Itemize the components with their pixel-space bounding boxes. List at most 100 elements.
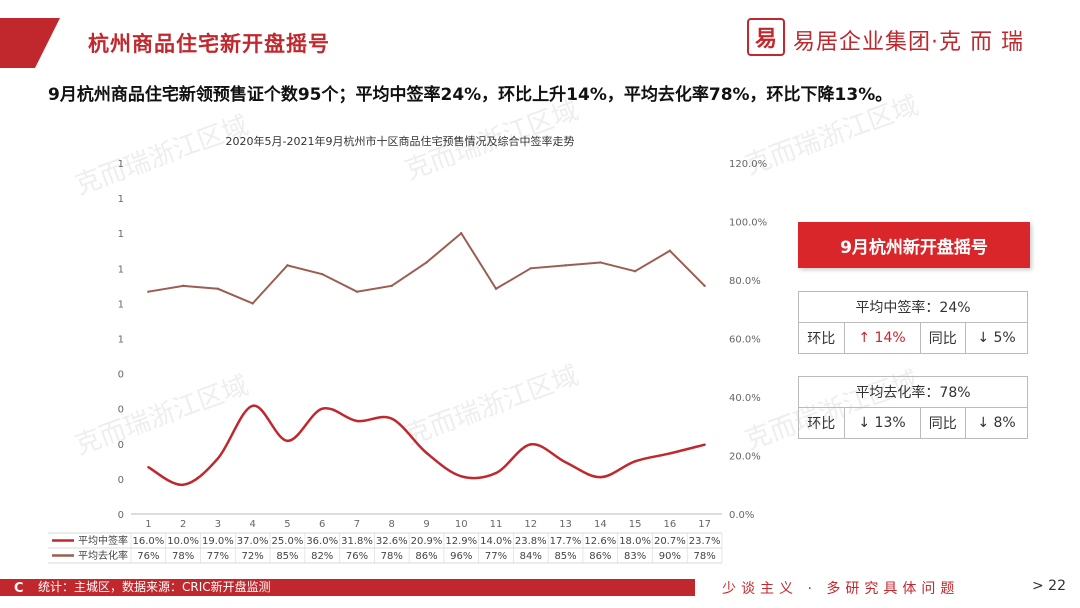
data-point <box>668 452 672 455</box>
x-tick-label: 8 <box>389 519 395 530</box>
data-point <box>564 264 567 267</box>
mom-value: ↑ 14% <box>843 322 921 354</box>
footer-band <box>0 579 695 596</box>
data-point <box>703 443 706 446</box>
footer-logo: C <box>14 581 24 596</box>
data-label: 77% <box>207 551 229 562</box>
x-tick-label: 6 <box>319 519 325 530</box>
y-left-tick-label: 1 <box>118 335 124 346</box>
mom-label: 环比 <box>798 407 845 439</box>
y-left-tick-label: 1 <box>118 299 124 310</box>
data-point <box>599 475 602 479</box>
y-left-tick-label: 0 <box>118 440 124 451</box>
company-logo-icon: 易 <box>747 18 785 56</box>
data-label: 20.9% <box>411 536 443 547</box>
y-right-tick-label: 40.0% <box>729 393 761 404</box>
data-point <box>355 419 359 423</box>
data-label: 84% <box>520 551 542 562</box>
legend-label: 平均中签率 <box>78 534 128 547</box>
x-tick-label: 5 <box>284 519 290 530</box>
data-point <box>251 404 254 407</box>
data-point <box>425 261 428 264</box>
data-label: 90% <box>659 551 681 562</box>
y-left-tick-label: 1 <box>118 229 124 240</box>
data-point <box>321 272 324 276</box>
y-right-tick-label: 100.0% <box>729 218 767 229</box>
data-point <box>460 475 463 478</box>
x-tick-label: 7 <box>354 519 360 530</box>
data-point <box>633 270 637 273</box>
header-accent-bar <box>0 18 60 68</box>
mom-value: ↓ 13% <box>843 407 921 439</box>
data-point <box>460 232 463 235</box>
x-tick-label: 10 <box>455 519 468 530</box>
data-label: 76% <box>137 551 159 562</box>
data-label: 19.0% <box>202 536 234 547</box>
data-label: 86% <box>415 551 437 562</box>
data-point <box>147 290 150 293</box>
x-tick-label: 17 <box>698 519 711 530</box>
page-title: 杭州商品住宅新开盘摇号 <box>88 32 330 56</box>
data-label: 85% <box>276 551 298 562</box>
yoy-value: ↓ 5% <box>965 322 1028 354</box>
data-point <box>633 460 637 463</box>
mom-label: 环比 <box>798 322 845 354</box>
data-label: 82% <box>311 551 333 562</box>
y-left-tick-label: 0 <box>118 475 124 486</box>
y-right-tick-label: 60.0% <box>729 335 761 346</box>
data-point <box>425 451 428 455</box>
y-left-tick-label: 0 <box>118 510 124 521</box>
data-point <box>494 287 498 290</box>
data-label: 85% <box>554 551 576 562</box>
yoy-label: 同比 <box>919 322 967 354</box>
company-name: 易居企业集团·克 而 瑞 <box>793 30 1024 55</box>
data-point <box>181 284 185 288</box>
data-label: 36.0% <box>306 536 338 547</box>
sellthrough-rate-table: 平均去化率：78% 环比 ↓ 13% 同比 ↓ 8% <box>798 376 1028 439</box>
data-point <box>390 417 393 420</box>
x-tick-label: 15 <box>629 519 642 530</box>
data-label: 31.8% <box>341 536 373 547</box>
data-point <box>286 439 289 443</box>
data-label: 25.0% <box>272 536 304 547</box>
data-point <box>181 483 185 486</box>
x-tick-label: 11 <box>490 519 503 530</box>
winning-rate-label: 平均中签率：24% <box>798 291 1028 323</box>
y-left-tick-label: 0 <box>118 405 124 416</box>
x-tick-label: 3 <box>215 519 221 530</box>
y-right-tick-label: 0.0% <box>729 510 754 521</box>
data-label: 83% <box>624 551 646 562</box>
data-label: 37.0% <box>237 536 269 547</box>
y-right-tick-label: 80.0% <box>729 276 761 287</box>
data-label: 32.6% <box>376 536 408 547</box>
data-point <box>286 264 289 267</box>
data-label: 10.0% <box>167 536 199 547</box>
data-label: 76% <box>346 551 368 562</box>
data-label: 86% <box>589 551 611 562</box>
data-point <box>668 249 672 252</box>
data-label: 14.0% <box>480 536 512 547</box>
data-label: 23.7% <box>689 536 721 547</box>
winning-rate-table: 平均中签率：24% 环比 ↑ 14% 同比 ↓ 5% <box>798 291 1028 354</box>
x-tick-label: 4 <box>249 519 255 530</box>
data-point <box>529 443 532 446</box>
data-point <box>355 290 359 293</box>
x-tick-label: 9 <box>423 519 429 530</box>
data-label: 16.0% <box>132 536 164 547</box>
data-label: 78% <box>381 551 403 562</box>
footer-source: 统计：主城区，数据来源：CRIC新开盘监测 <box>38 580 271 594</box>
panel-title: 9月杭州新开盘摇号 <box>798 222 1030 268</box>
data-point <box>529 267 532 270</box>
data-label: 17.7% <box>550 536 582 547</box>
y-right-tick-label: 120.0% <box>729 159 767 170</box>
data-point <box>703 284 706 288</box>
data-point <box>321 407 324 410</box>
data-point <box>564 461 567 464</box>
data-label: 18.0% <box>619 536 651 547</box>
data-label: 78% <box>172 551 194 562</box>
x-tick-label: 13 <box>559 519 572 530</box>
x-tick-label: 16 <box>663 519 676 530</box>
data-point <box>147 466 150 469</box>
data-label: 72% <box>242 551 264 562</box>
